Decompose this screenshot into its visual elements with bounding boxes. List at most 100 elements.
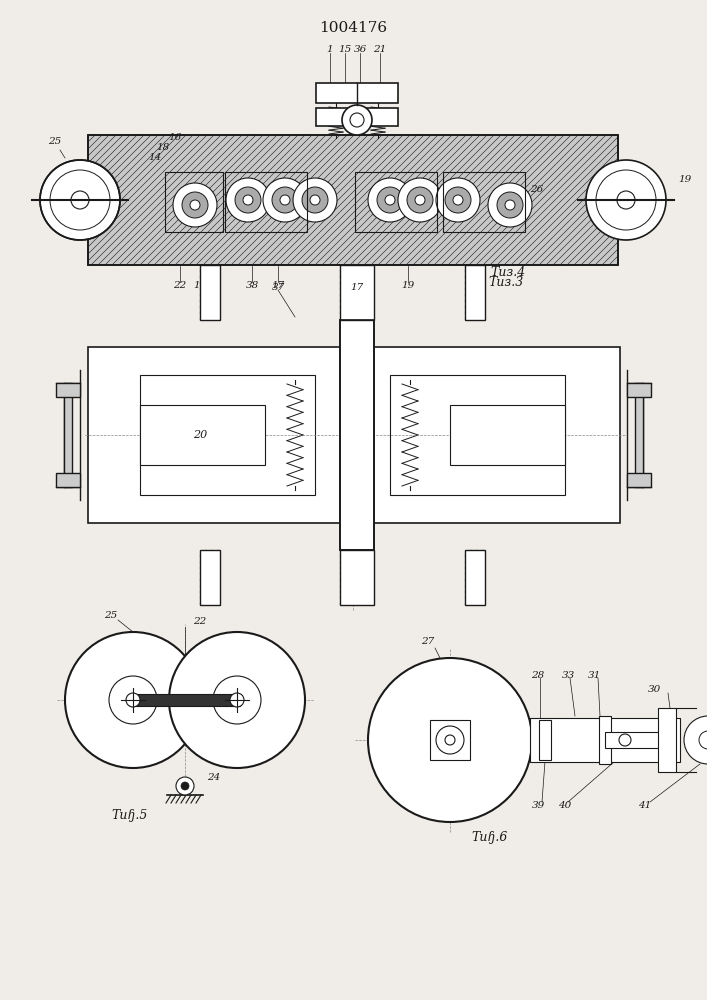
Bar <box>140 375 315 495</box>
Bar <box>530 718 680 762</box>
Bar <box>340 320 374 550</box>
Circle shape <box>445 187 471 213</box>
Bar <box>64 383 72 487</box>
Text: 22: 22 <box>194 617 206 626</box>
Bar <box>88 135 618 265</box>
Text: 19: 19 <box>678 176 691 184</box>
Text: 38: 38 <box>245 280 259 290</box>
Text: 40: 40 <box>559 800 572 810</box>
Text: 24: 24 <box>207 774 221 782</box>
Circle shape <box>65 632 201 768</box>
Circle shape <box>398 178 442 222</box>
Text: 33: 33 <box>561 670 575 680</box>
Text: 21: 21 <box>373 45 387 54</box>
Circle shape <box>40 160 120 240</box>
Bar <box>599 716 611 764</box>
Bar <box>605 732 670 748</box>
Text: 20: 20 <box>193 430 207 440</box>
Bar <box>539 720 551 760</box>
Circle shape <box>280 195 290 205</box>
Text: 27: 27 <box>421 638 435 647</box>
Text: Τиɧ.5: Τиɧ.5 <box>112 810 148 822</box>
Circle shape <box>684 716 707 764</box>
Circle shape <box>310 195 320 205</box>
Circle shape <box>436 178 480 222</box>
Text: 18: 18 <box>157 143 170 152</box>
Text: 31: 31 <box>588 670 602 680</box>
Circle shape <box>272 187 298 213</box>
Circle shape <box>182 192 208 218</box>
Bar <box>627 473 651 487</box>
Bar <box>390 375 565 495</box>
Bar <box>225 172 307 232</box>
Bar <box>200 265 220 320</box>
Circle shape <box>619 734 631 746</box>
Text: 25: 25 <box>48 137 62 146</box>
Text: 16: 16 <box>169 133 182 142</box>
Bar <box>165 172 223 232</box>
Bar <box>340 265 374 320</box>
Text: 17: 17 <box>271 280 285 290</box>
Text: 22: 22 <box>173 280 187 290</box>
Circle shape <box>173 183 217 227</box>
Text: 1004176: 1004176 <box>319 21 387 35</box>
Circle shape <box>488 183 532 227</box>
Circle shape <box>181 782 189 790</box>
Bar <box>658 708 676 772</box>
Text: 36: 36 <box>354 45 367 54</box>
Bar <box>355 172 437 232</box>
Bar <box>450 405 565 465</box>
Bar <box>140 405 265 465</box>
Text: 25: 25 <box>105 610 117 619</box>
Text: 37: 37 <box>271 282 285 292</box>
Circle shape <box>385 195 395 205</box>
Circle shape <box>302 187 328 213</box>
Circle shape <box>415 195 425 205</box>
Circle shape <box>230 693 244 707</box>
Text: 15: 15 <box>339 45 351 54</box>
Circle shape <box>617 191 635 209</box>
Circle shape <box>497 192 523 218</box>
Bar <box>443 172 525 232</box>
Circle shape <box>407 187 433 213</box>
Bar <box>316 83 398 103</box>
Circle shape <box>342 105 372 135</box>
Circle shape <box>368 658 532 822</box>
Circle shape <box>263 178 307 222</box>
Text: Τиз.4: Τиз.4 <box>490 266 525 279</box>
Bar <box>465 550 485 605</box>
Bar <box>340 320 374 550</box>
Bar <box>316 108 398 126</box>
Circle shape <box>213 676 261 724</box>
Text: 10: 10 <box>194 280 206 290</box>
Circle shape <box>377 187 403 213</box>
Text: 28: 28 <box>532 670 544 680</box>
Text: 17: 17 <box>351 282 363 292</box>
Bar <box>430 720 470 760</box>
Bar <box>635 383 643 487</box>
Text: 4: 4 <box>354 280 361 290</box>
Bar <box>56 473 80 487</box>
Circle shape <box>190 200 200 210</box>
Circle shape <box>71 191 89 209</box>
Circle shape <box>109 676 157 724</box>
Bar <box>627 383 651 397</box>
Circle shape <box>176 777 194 795</box>
Text: Τиɧ.6: Τиɧ.6 <box>472 832 508 844</box>
Circle shape <box>243 195 253 205</box>
Text: Τиз.3: Τиз.3 <box>488 275 523 288</box>
Text: 41: 41 <box>638 800 652 810</box>
Circle shape <box>368 178 412 222</box>
Text: 26: 26 <box>530 186 543 194</box>
Circle shape <box>436 726 464 754</box>
Circle shape <box>699 731 707 749</box>
Circle shape <box>235 187 261 213</box>
Circle shape <box>169 632 305 768</box>
Text: 19: 19 <box>402 280 414 290</box>
Circle shape <box>453 195 463 205</box>
Bar <box>340 550 374 605</box>
Circle shape <box>226 178 270 222</box>
Bar <box>200 550 220 605</box>
Bar <box>88 347 620 523</box>
Text: 14: 14 <box>148 153 162 162</box>
